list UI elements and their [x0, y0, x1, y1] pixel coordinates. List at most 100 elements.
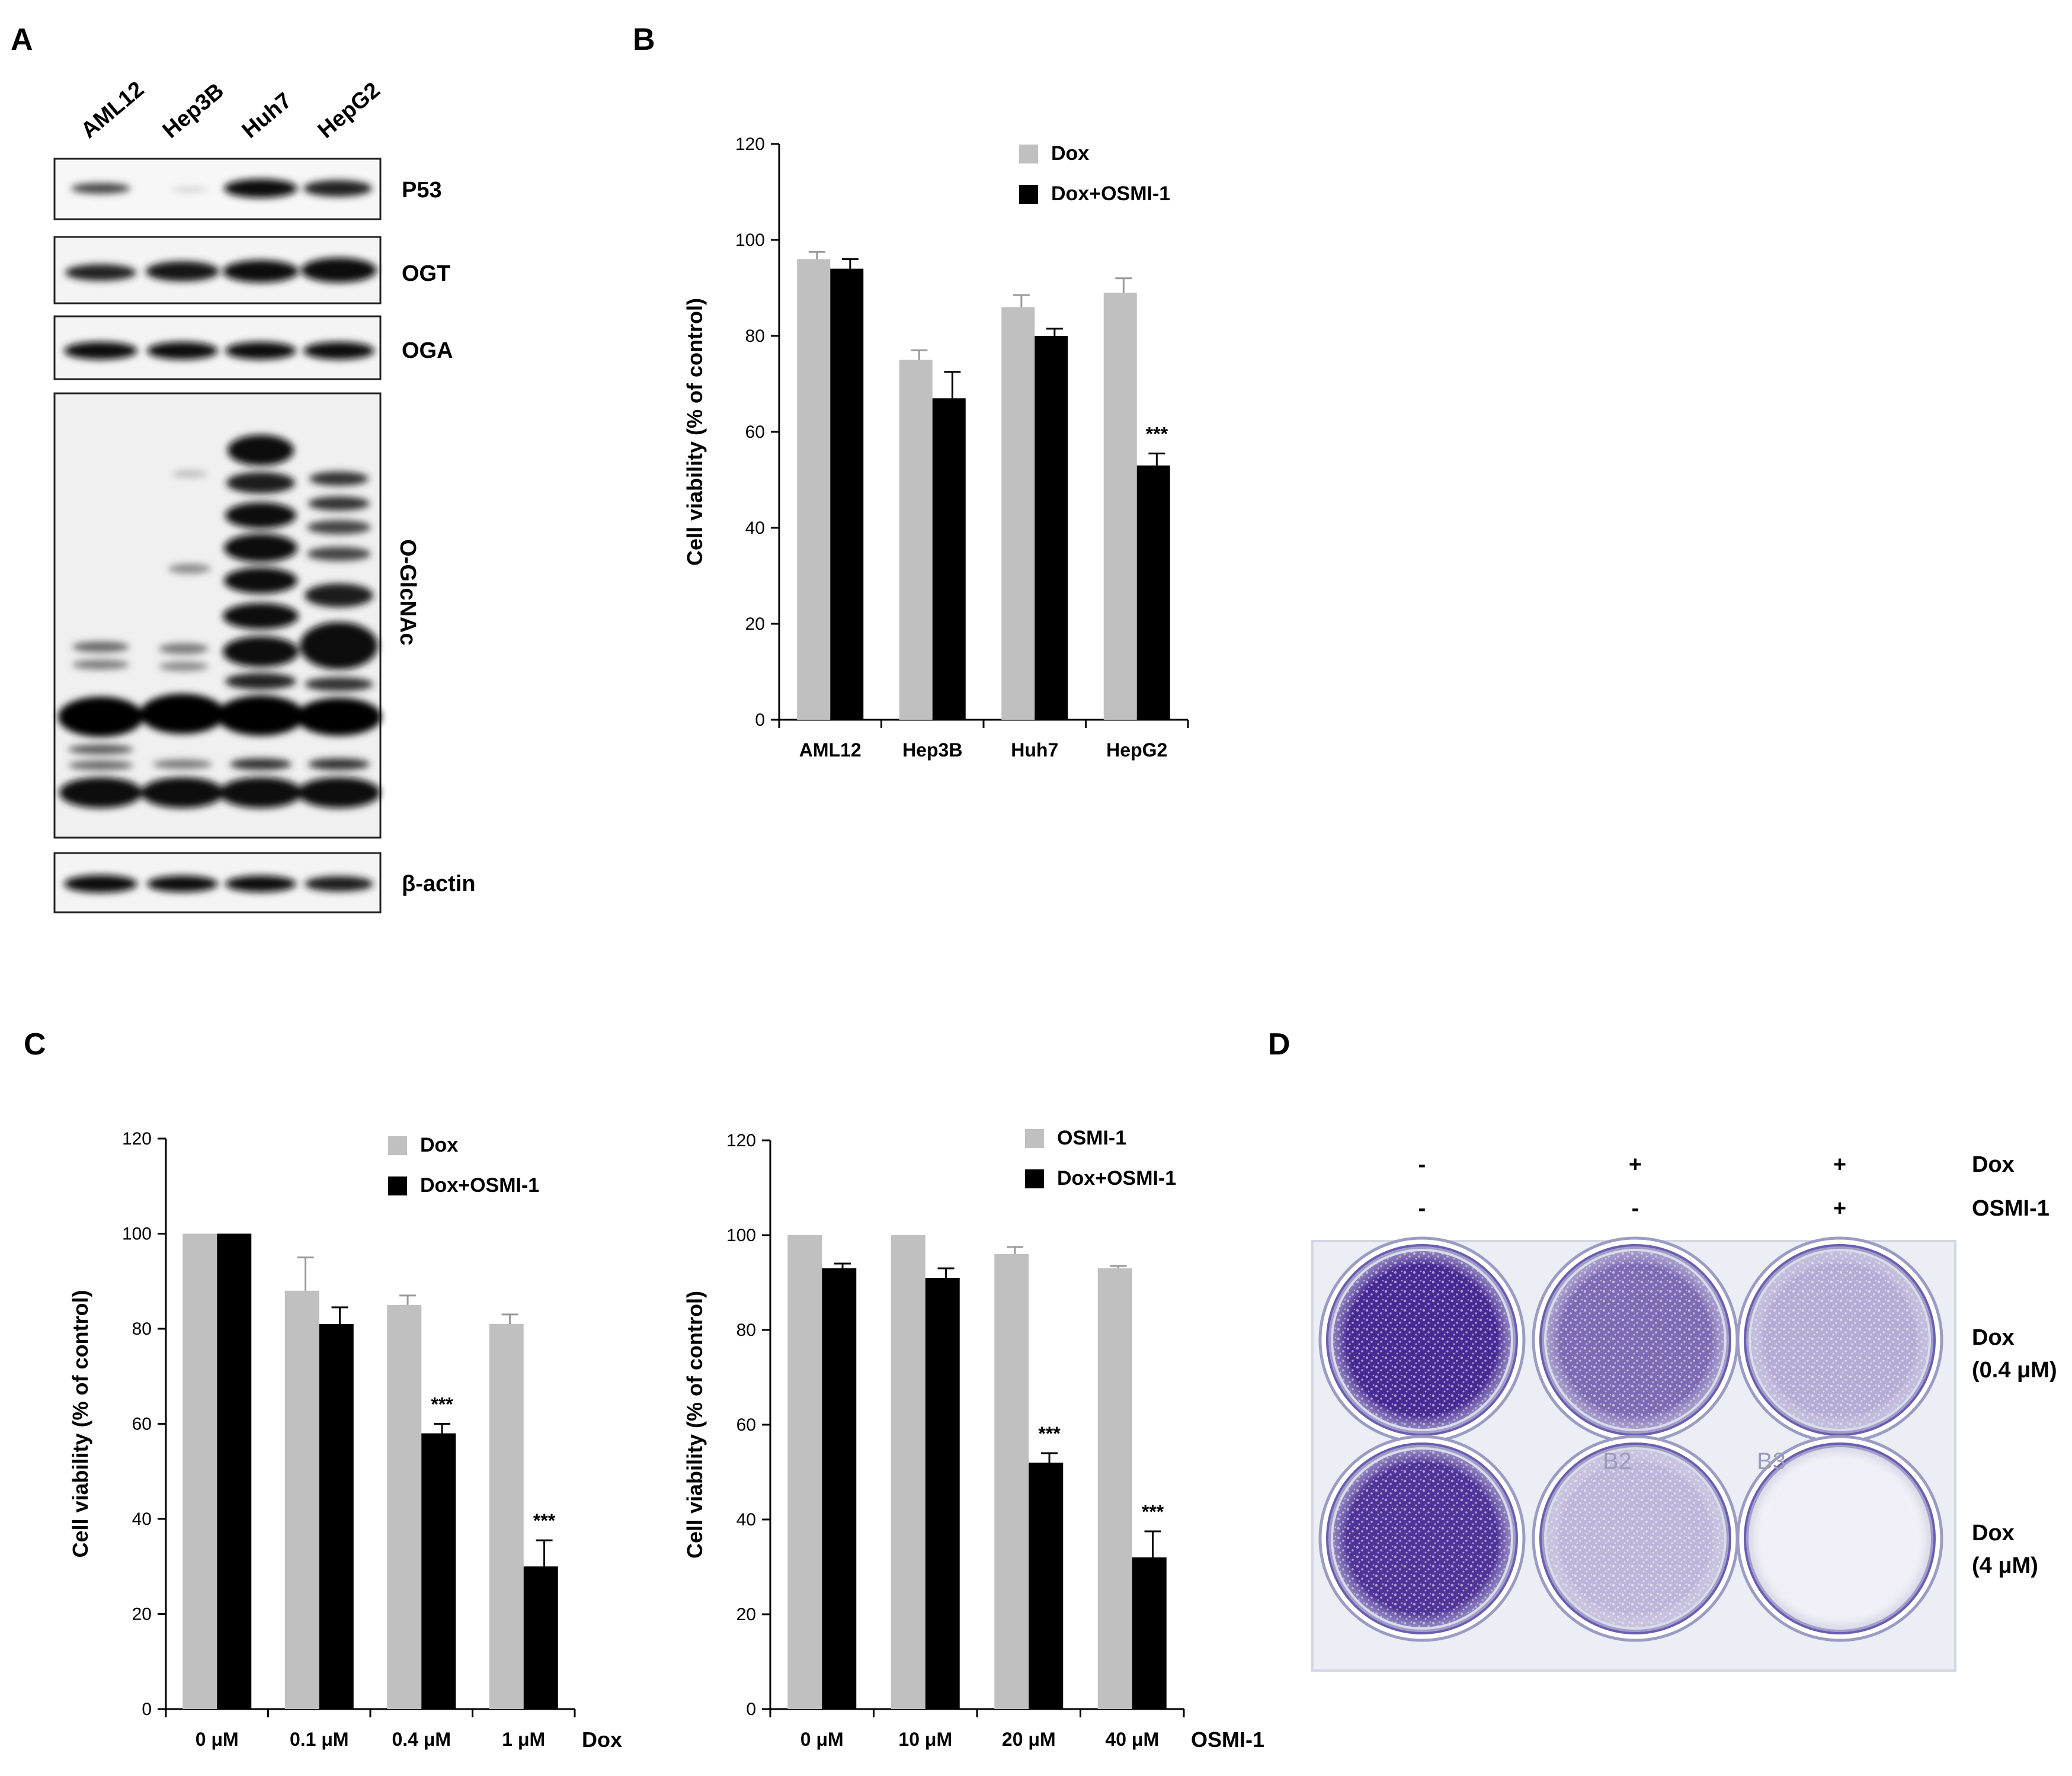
y-axis-label: Cell viability (% of control) [68, 1290, 92, 1557]
panel-label-a: A [11, 23, 33, 57]
osmi-sign: + [1833, 1196, 1846, 1221]
significance-label: *** [533, 1510, 556, 1531]
y-tick-label: 40 [132, 1509, 152, 1529]
y-tick-label: 60 [132, 1415, 152, 1434]
bar [797, 259, 831, 720]
x-tick-label: Hep3B [902, 739, 962, 761]
x-tick-label: 0 μM [800, 1729, 844, 1750]
bar [387, 1304, 422, 1709]
dox-sign: - [1418, 1152, 1426, 1177]
y-tick-label: 80 [745, 326, 765, 346]
lane-label: Huh7 [238, 88, 297, 143]
y-tick-label: 40 [745, 518, 765, 538]
blot-label: OGA [402, 338, 453, 363]
dox-row-label: Dox [1972, 1152, 2015, 1177]
bar [822, 1268, 857, 1709]
bar [925, 1278, 960, 1709]
y-tick-label: 120 [726, 1131, 756, 1150]
y-tick-label: 80 [736, 1320, 756, 1340]
bar [1001, 307, 1035, 720]
dose-label: Dox [1972, 1521, 2015, 1546]
y-tick-label: 60 [745, 422, 765, 442]
blot-o-glcnac: O-GlcNAc [53, 392, 420, 839]
western-blot-panel: AML12 Hep3B Huh7 HepG2 P53 [53, 77, 476, 913]
well-shading [1746, 1445, 1933, 1632]
y-tick-label: 40 [736, 1510, 756, 1530]
treatment-header: - + + Dox - - + OSMI-1 [1418, 1152, 2049, 1221]
y-axis-label: Cell viability (% of control) [683, 1291, 707, 1559]
bar [1035, 336, 1068, 720]
y-tick-label: 120 [122, 1129, 152, 1149]
chart-panel-c-dox: 0 20 40 60 80 100 120 0 μM 0.1 μM 0.4 μM 1 μM *** **… [68, 1129, 622, 1752]
x-tick-label: Huh7 [1011, 739, 1058, 761]
legend-label: Dox+OSMI-1 [1051, 182, 1170, 205]
legend-swatch [388, 1176, 407, 1195]
lane-label: Hep3B [158, 78, 229, 143]
blot-beta-actin: β-actin [53, 852, 476, 913]
legend-swatch [388, 1136, 407, 1155]
bar [1097, 1268, 1132, 1709]
bar [319, 1323, 354, 1709]
legend-swatch [1025, 1169, 1044, 1188]
dose-label-row2: Dox (4 μM) [1972, 1521, 2038, 1578]
panel-label-c: C [24, 1027, 46, 1062]
x-tick-label: HepG2 [1106, 739, 1167, 761]
bar [899, 360, 933, 720]
blot-p53: P53 [53, 158, 442, 220]
legend-label: Dox [1051, 142, 1089, 165]
bar [489, 1323, 524, 1709]
well-shading [1328, 1246, 1516, 1434]
chart-panel-c-osmi: 0 20 40 60 80 100 120 0 μM 10 μM 20 μM 40 μM *** ***… [683, 1127, 1264, 1752]
legend-swatch [1025, 1129, 1044, 1148]
y-tick-label: 60 [736, 1415, 756, 1435]
well-shading [1542, 1246, 1729, 1434]
significance-label: *** [1142, 1501, 1164, 1522]
blot-label: OGT [402, 261, 450, 286]
osmi-sign: - [1418, 1196, 1426, 1221]
bar [1103, 293, 1137, 720]
legend-label: OSMI-1 [1057, 1127, 1126, 1149]
bar [994, 1254, 1029, 1709]
blot-oga: OGA [53, 315, 453, 380]
y-tick-label: 20 [736, 1605, 756, 1624]
significance-label: *** [1038, 1423, 1061, 1444]
bar [891, 1235, 925, 1709]
y-tick-label: 80 [132, 1319, 152, 1339]
y-tick-label: 20 [132, 1605, 152, 1624]
y-tick-label: 120 [735, 134, 765, 154]
significance-label: *** [1146, 423, 1168, 444]
x-tick-label: 20 μM [1002, 1729, 1056, 1750]
well-shading [1746, 1246, 1933, 1434]
bar [284, 1290, 319, 1709]
bar [1132, 1557, 1167, 1709]
well-shading [1542, 1445, 1729, 1632]
lane-labels: AML12 Hep3B Huh7 HepG2 [76, 77, 385, 143]
osmi-row-label: OSMI-1 [1972, 1196, 2049, 1221]
x-axis-label: Dox [582, 1727, 622, 1752]
legend-swatch [1019, 145, 1038, 164]
well-label: B3 [1757, 1448, 1786, 1474]
bar [1029, 1463, 1064, 1709]
lane-label: HepG2 [313, 78, 385, 143]
blot-ogt: OGT [53, 236, 450, 304]
panel-label-b: B [633, 23, 655, 57]
panel-label-d: D [1268, 1027, 1290, 1062]
well-shading [1328, 1445, 1516, 1632]
well-label: B2 [1603, 1448, 1632, 1474]
x-tick-label: 0.4 μM [392, 1729, 451, 1750]
significance-label: *** [431, 1394, 453, 1415]
dose-label-row1: Dox (0.4 μM) [1972, 1325, 2057, 1383]
blot-label: β-actin [402, 871, 476, 896]
x-tick-label: 0.1 μM [290, 1729, 349, 1750]
legend-label: Dox [420, 1134, 458, 1156]
x-axis-label: OSMI-1 [1191, 1727, 1264, 1752]
bar [830, 268, 864, 720]
y-axis-label: Cell viability (% of control) [683, 298, 707, 566]
blot-label: O-GlcNAc [395, 539, 420, 645]
dox-sign: + [1629, 1152, 1642, 1177]
lane-label: AML12 [76, 77, 149, 143]
bar [421, 1433, 456, 1709]
x-tick-label: AML12 [799, 739, 862, 761]
dose-label: (0.4 μM) [1972, 1358, 2057, 1383]
chart-panel-b: 0 20 40 60 80 100 120 AML12 Hep3B Huh7 HepG2 *** Cel… [683, 134, 1189, 761]
